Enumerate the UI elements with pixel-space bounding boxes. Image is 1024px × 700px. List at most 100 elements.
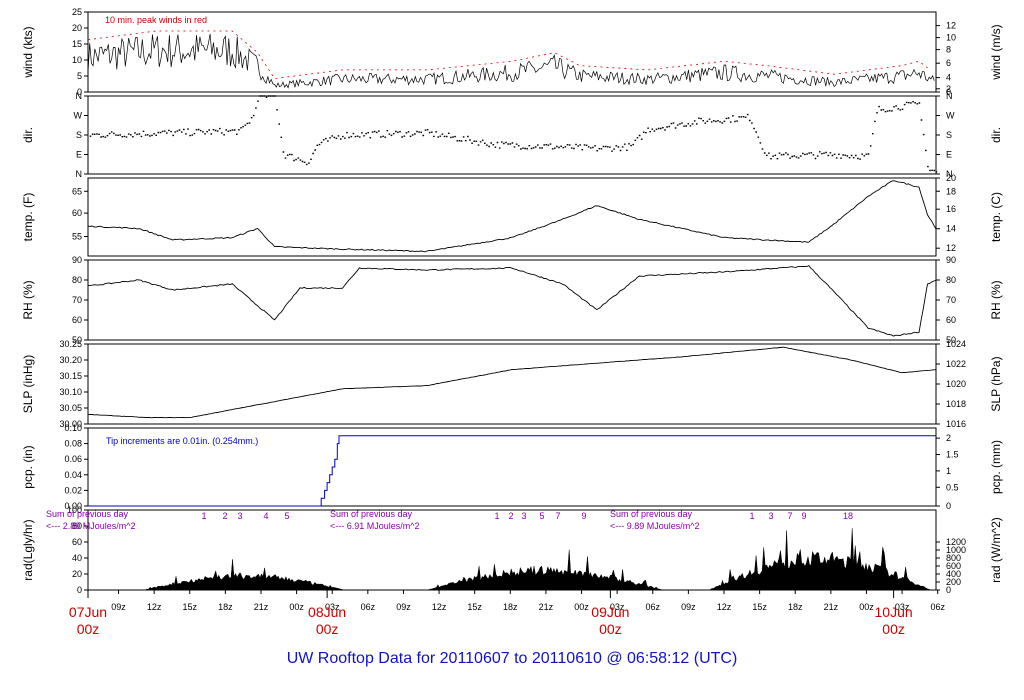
y-tick-label: 0.06 [64, 454, 82, 464]
annotation: Sum of previous day [610, 509, 693, 519]
x-tick-label: 12z [147, 602, 162, 612]
y-tick-label: 90 [72, 255, 82, 265]
panel-frame [87, 259, 937, 341]
chart-title: UW Rooftop Data for 20110607 to 20110610… [286, 650, 738, 667]
y2-tick-label: 0 [946, 87, 951, 97]
hour-marker: 2 [222, 511, 227, 521]
y2-tick-label: 600 [946, 561, 961, 571]
panel-4: 30.00 30.05 30.10 30.15 30.20 30.25 1016 1018 10… [21, 339, 1003, 429]
y2-tick-label: 80 [946, 275, 956, 285]
y-tick-label: 20 [72, 23, 82, 33]
panel-3: 50 60 70 80 90 50 60 70 80 90 RH (%) RH (%) [21, 255, 1003, 345]
date-label: 09Jun [591, 604, 629, 620]
y-tick-label: 30.10 [59, 387, 82, 397]
date-label: 07Jun [69, 604, 107, 620]
y-tick-label: 5 [77, 71, 82, 81]
y-tick-label: 0.02 [64, 485, 82, 495]
y2-tick-label: 50 [946, 335, 956, 345]
y-tick-label: 0.10 [64, 423, 82, 433]
y2-tick-label: 1022 [946, 359, 966, 369]
hour-marker: 3 [521, 511, 526, 521]
y2-tick-label: 8 [946, 45, 951, 55]
y2-tick-label: 1018 [946, 399, 966, 409]
y-axis-label: RH (%) [21, 280, 35, 319]
x-tick-label: 03z [325, 602, 340, 612]
x-tick-label: 09z [111, 602, 126, 612]
radiation-area-day-2 [427, 549, 663, 591]
y2-tick-label: E [946, 150, 952, 160]
y2-axis-label: RH (%) [989, 280, 1003, 319]
x-tick-label: 12z [717, 602, 732, 612]
y-tick-label: 30.20 [59, 355, 82, 365]
y2-tick-label: W [946, 111, 955, 121]
panel-frame [87, 427, 937, 507]
y2-tick-label: S [946, 130, 952, 140]
y2-axis-label: SLP (hPa) [989, 356, 1003, 411]
y-tick-label: N [76, 169, 83, 179]
y-tick-label: 40 [72, 553, 82, 563]
y-tick-label: 70 [72, 295, 82, 305]
x-tick-label: 21z [824, 602, 839, 612]
hour-marker: 2 [508, 511, 513, 521]
date-time-label: 00z [316, 621, 339, 637]
y2-tick-label: 0 [946, 501, 951, 511]
y-axis-label: wind (kts) [21, 26, 35, 78]
wind-peak-series [87, 30, 928, 80]
x-tick-label: 09z [681, 602, 696, 612]
hour-marker: 1 [749, 511, 754, 521]
hour-marker: 5 [539, 511, 544, 521]
panel-5: 0.00 0.02 0.04 0.06 0.08 0.10 0 0.5 1 1.5 2 pcp. (i… [21, 423, 1003, 511]
y-tick-label: 100 [67, 505, 82, 515]
panel-6: 020406080100020040060080010001200rad(Lgl… [21, 505, 1003, 595]
x-tick-label: 06z [930, 602, 945, 612]
hour-marker: 1 [201, 511, 206, 521]
y-tick-label: S [76, 130, 82, 140]
y2-tick-label: 20 [946, 173, 956, 183]
y2-axis-label: pcp. (mm) [989, 440, 1003, 494]
annotation: <--- 6.91 MJoules/m^2 [330, 521, 420, 531]
y2-tick-label: 1 [946, 466, 951, 476]
date-label: 10Jun [875, 604, 913, 620]
y2-tick-label: 2 [946, 433, 951, 443]
hour-marker: 7 [787, 511, 792, 521]
x-tick-label: 15z [752, 602, 767, 612]
y2-tick-label: 800 [946, 553, 961, 563]
y2-tick-label: 1024 [946, 339, 966, 349]
x-tick-label: 21z [539, 602, 554, 612]
y-tick-label: 25 [72, 7, 82, 17]
y2-tick-label: 0 [946, 585, 951, 595]
y-axis-label: SLP (inHg) [21, 355, 35, 413]
annotation: Sum of previous day [330, 509, 413, 519]
y-tick-label: 15 [72, 39, 82, 49]
series-line [87, 346, 937, 419]
hour-marker: 3 [237, 511, 242, 521]
hour-marker: 1 [494, 511, 499, 521]
annotation: Sum of previous day [46, 509, 129, 519]
annotation: <--- 2.89 MJoules/m^2 [46, 521, 136, 531]
y2-tick-label: 6 [946, 58, 951, 68]
hour-marker: 9 [581, 511, 586, 521]
panel-2: 55 60 65 12 14 16 18 20 temp. (F) temp. (C) [21, 173, 1003, 257]
x-tick-label: 15z [467, 602, 482, 612]
y2-tick-label: 400 [946, 569, 961, 579]
y-tick-label: 55 [72, 232, 82, 242]
annotation: 10 min. peak winds in red [105, 15, 207, 25]
y2-tick-label: 1000 [946, 545, 966, 555]
y2-tick-label: 18 [946, 186, 956, 196]
radiation-area-day-3 [708, 528, 931, 591]
y2-axis-label: wind (m/s) [989, 24, 1003, 80]
hour-marker: 5 [284, 511, 289, 521]
date-time-label: 00z [882, 621, 905, 637]
y-tick-label: 20 [72, 569, 82, 579]
y-tick-label: 60 [72, 315, 82, 325]
y2-tick-label: N [946, 91, 953, 101]
x-tick-label: 15z [183, 602, 198, 612]
y-tick-label: 30.25 [59, 339, 82, 349]
wind-series [87, 33, 935, 89]
x-tick-label: 03z [610, 602, 625, 612]
y-tick-label: 30.00 [59, 419, 82, 429]
y2-tick-label: 1200 [946, 537, 966, 547]
